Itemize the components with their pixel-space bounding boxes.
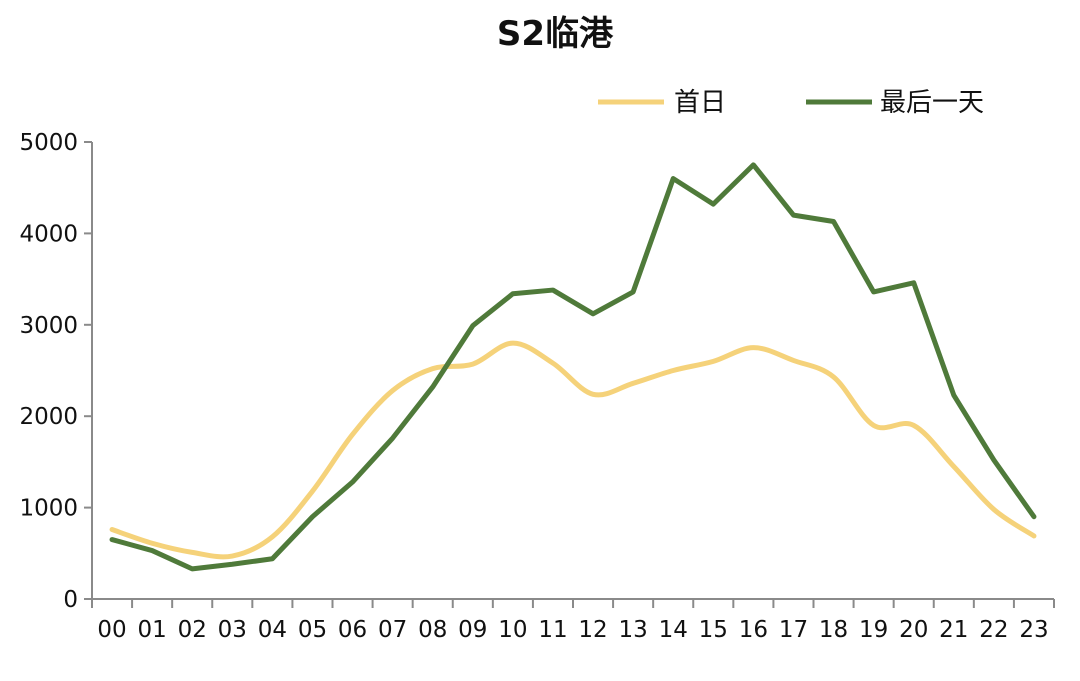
x-tick-label: 20 <box>899 617 928 643</box>
x-tick-label: 06 <box>338 617 367 643</box>
x-tick-label: 05 <box>298 617 327 643</box>
legend-label-last-day: 最后一天 <box>880 88 984 118</box>
y-tick-label: 2000 <box>19 404 78 430</box>
x-tick-label: 15 <box>699 617 728 643</box>
series-line-first-day <box>109 340 1037 560</box>
x-tick-label: 10 <box>498 617 527 643</box>
x-tick-label: 22 <box>979 617 1008 643</box>
x-tick-label: 11 <box>538 617 567 643</box>
x-tick-label: 02 <box>178 617 207 643</box>
x-tick-label: 00 <box>97 617 126 643</box>
x-tick-label: 18 <box>819 617 848 643</box>
x-tick-label: 08 <box>418 617 447 643</box>
x-tick-label: 13 <box>618 617 647 643</box>
series-line-last-day <box>109 162 1037 572</box>
y-tick-label: 3000 <box>19 313 78 339</box>
y-tick-label: 4000 <box>19 221 78 247</box>
x-tick-label: 17 <box>779 617 808 643</box>
legend-label-first-day: 首日 <box>674 88 726 118</box>
x-tick-label: 03 <box>218 617 247 643</box>
x-tick-label: 12 <box>578 617 607 643</box>
legend: 首日 最后一天 <box>598 88 984 118</box>
chart-title: S2临港 <box>497 14 614 54</box>
series-layer <box>109 162 1037 572</box>
x-tick-label: 09 <box>458 617 487 643</box>
y-tick-label: 0 <box>63 587 78 613</box>
y-tick-label: 1000 <box>19 496 78 522</box>
x-tick-label: 19 <box>859 617 888 643</box>
x-tick-label: 01 <box>137 617 166 643</box>
x-tick-label: 16 <box>739 617 768 643</box>
axes: 0 1000 2000 3000 4000 5000 00 01 02 03 04 05 06 07 08 0… <box>19 130 1055 643</box>
x-tick-label: 14 <box>659 617 688 643</box>
y-tick-label: 5000 <box>19 130 78 156</box>
x-tick-label: 04 <box>258 617 287 643</box>
x-tick-label: 21 <box>939 617 968 643</box>
x-tick-label: 07 <box>378 617 407 643</box>
x-tick-label: 23 <box>1019 617 1048 643</box>
